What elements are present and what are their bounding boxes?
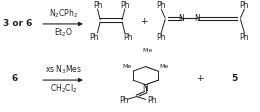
Text: N: N [143, 84, 148, 93]
Text: Ph: Ph [93, 1, 102, 10]
Text: Ph: Ph [89, 33, 99, 42]
Text: N: N [195, 14, 200, 23]
Text: Ph: Ph [119, 97, 128, 106]
Text: CH$_2$Cl$_2$: CH$_2$Cl$_2$ [50, 83, 77, 95]
Text: Ph: Ph [157, 1, 166, 10]
Text: Ph: Ph [240, 33, 249, 42]
Text: Ph: Ph [123, 33, 133, 42]
Text: 3 or 6: 3 or 6 [3, 19, 32, 28]
Text: N: N [178, 14, 184, 23]
Text: +: + [197, 74, 204, 83]
Text: Me: Me [123, 64, 132, 69]
Text: Et$_2$O: Et$_2$O [54, 26, 73, 39]
Text: Ph: Ph [240, 1, 249, 10]
Text: N$_2$CPh$_2$: N$_2$CPh$_2$ [49, 7, 78, 20]
Text: 5: 5 [231, 74, 237, 83]
Text: 6: 6 [11, 74, 17, 83]
Text: Ph: Ph [157, 33, 166, 42]
Text: xs N$_3$Mes: xs N$_3$Mes [44, 63, 82, 76]
Text: Ph: Ph [147, 97, 157, 106]
Text: Me: Me [139, 48, 152, 53]
Text: Ph: Ph [120, 1, 129, 10]
Text: +: + [141, 17, 148, 26]
Text: Me: Me [159, 64, 168, 69]
